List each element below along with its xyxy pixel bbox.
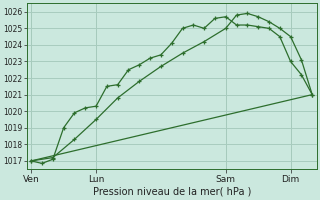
X-axis label: Pression niveau de la mer( hPa ): Pression niveau de la mer( hPa ) [92, 187, 251, 197]
